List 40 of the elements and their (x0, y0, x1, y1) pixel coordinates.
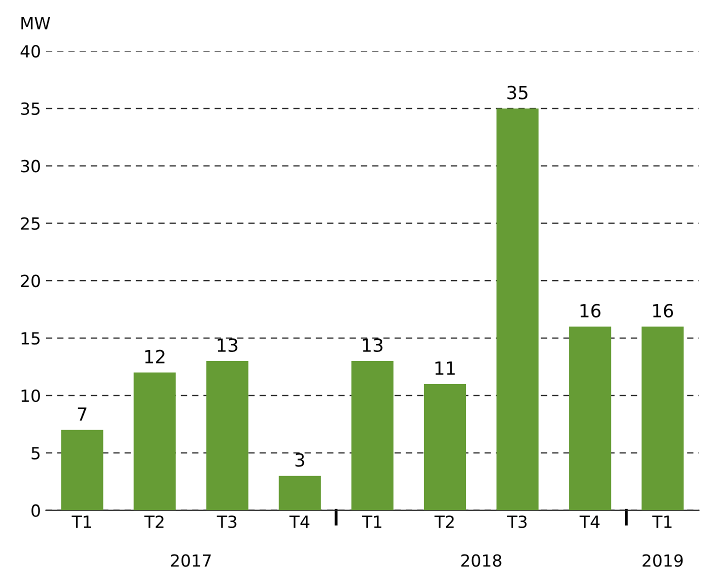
y-tick-label: 30 (21, 160, 40, 172)
data-label: 13 (218, 338, 238, 352)
x-tick-label: T4 (580, 516, 600, 528)
y-tick-label: 15 (22, 332, 40, 345)
bar (278, 476, 321, 510)
y-axis-title: MW (21, 17, 50, 30)
bar (351, 361, 394, 510)
data-label: 7 (78, 407, 86, 421)
data-label: 35 (507, 86, 528, 100)
y-tick-label: 20 (21, 274, 40, 288)
data-label: 16 (580, 304, 600, 318)
bar (134, 372, 176, 510)
bar (496, 108, 539, 510)
bar (424, 384, 466, 510)
y-tick-label: 35 (21, 102, 40, 116)
x-tick-label: T1 (652, 516, 672, 528)
data-label: 13 (362, 338, 382, 352)
y-tick-label: 5 (32, 447, 40, 460)
x-tick-label: T3 (216, 515, 236, 528)
x-tick-label: T2 (434, 515, 454, 528)
y-tick-label: 0 (32, 504, 40, 517)
bar (206, 361, 248, 510)
y-tick-label: 25 (21, 217, 40, 230)
data-label: 11 (435, 362, 455, 375)
data-label: 3 (295, 453, 304, 467)
bar (569, 326, 612, 510)
bar (642, 326, 684, 510)
x-tick-label: T4 (289, 516, 310, 528)
text: 2017 (171, 554, 211, 567)
x-tick-label: T2 (144, 515, 164, 528)
data-label: 16 (653, 304, 674, 318)
x-tick-label: T1 (362, 516, 382, 528)
bar (61, 430, 104, 510)
y-tick-label: 40 (20, 44, 40, 58)
text: 2018 (461, 554, 502, 567)
data-label: 12 (145, 350, 164, 364)
text: 2019 (642, 554, 683, 567)
y-tick-label: 10 (22, 389, 40, 402)
x-tick-label: T3 (507, 515, 527, 528)
x-tick-label: T1 (72, 516, 92, 528)
